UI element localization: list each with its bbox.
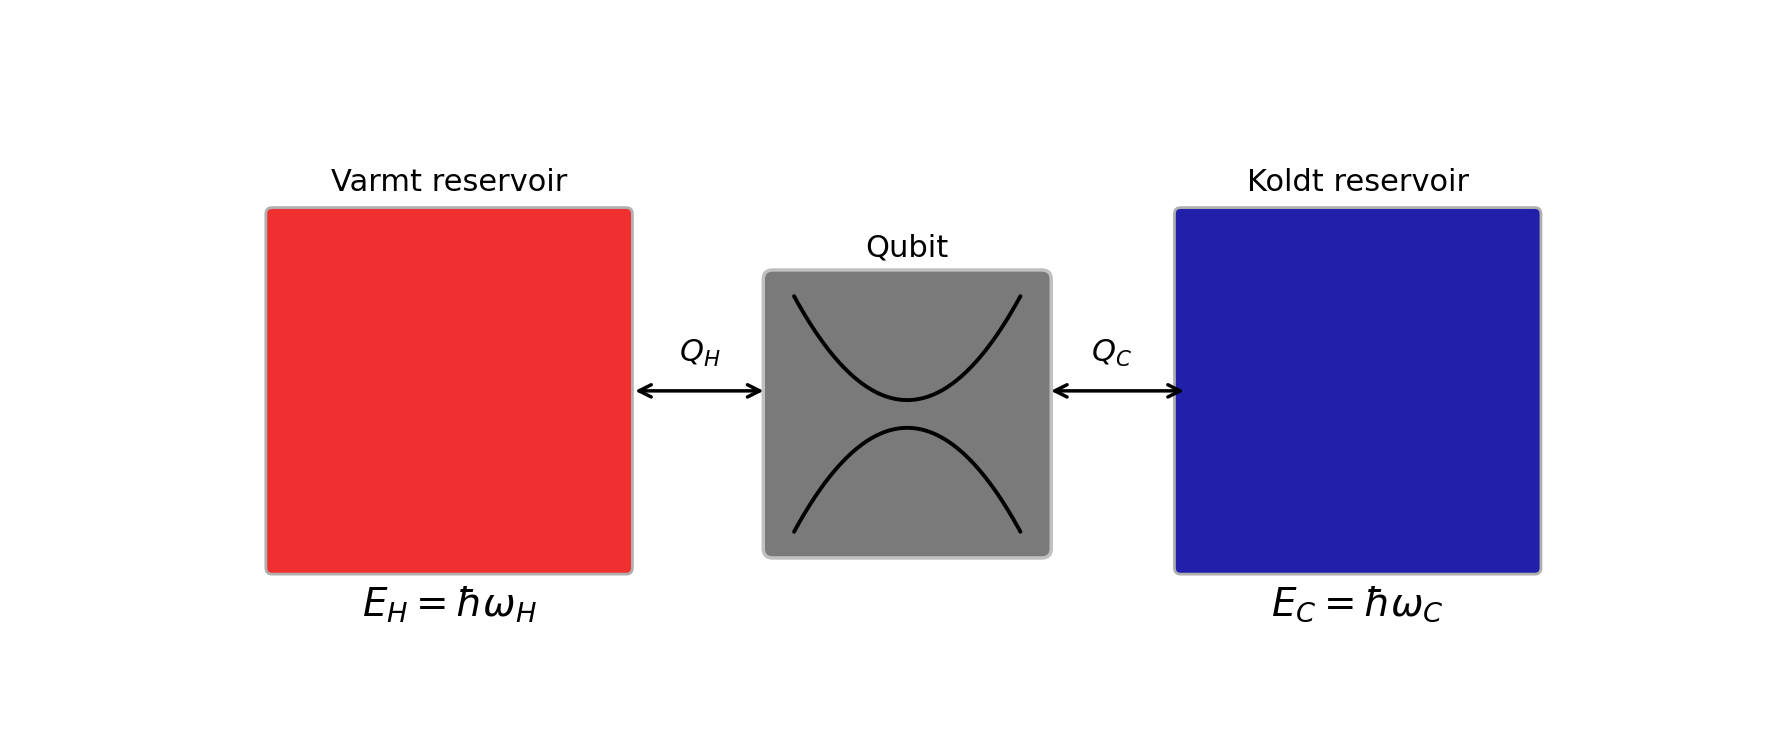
Text: $E_C = \hbar\omega_C$: $E_C = \hbar\omega_C$	[1272, 585, 1443, 625]
Text: $Q_H$: $Q_H$	[678, 338, 721, 370]
Text: Varmt reservoir: Varmt reservoir	[331, 168, 567, 197]
FancyBboxPatch shape	[266, 208, 632, 574]
Text: $Q_C$: $Q_C$	[1091, 338, 1132, 370]
Text: $E_H = \hbar\omega_H$: $E_H = \hbar\omega_H$	[361, 585, 537, 625]
FancyBboxPatch shape	[1174, 208, 1541, 574]
FancyBboxPatch shape	[763, 270, 1052, 558]
Text: Koldt reservoir: Koldt reservoir	[1247, 168, 1468, 197]
Text: Qubit: Qubit	[866, 233, 949, 262]
